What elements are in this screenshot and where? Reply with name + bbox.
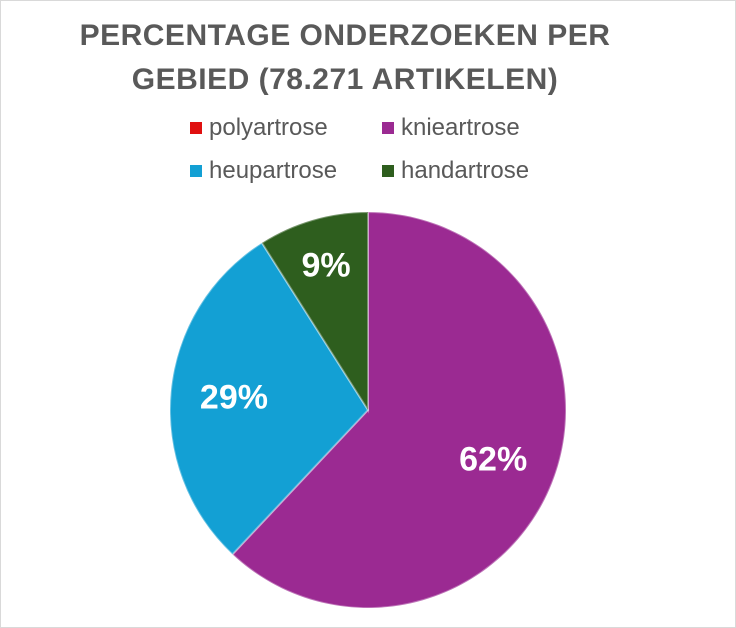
- chart-legend: polyartrose knieartrose: [0, 113, 736, 143]
- data-label-knieartrose: 62%: [459, 441, 527, 479]
- chart-title-line-2: GEBIED (78.271 ARTIKELEN): [131, 63, 559, 96]
- chart-legend-row-2: heupartrose handartrose: [0, 156, 736, 186]
- pie-labels: 62% 29% 9%: [200, 246, 527, 478]
- legend-swatch-polyartrose: [190, 122, 202, 134]
- legend-label-polyartrose: polyartrose: [209, 114, 328, 141]
- legend-swatch-knieartrose: [382, 122, 394, 134]
- pie-slice-handartrose: [260, 210, 369, 414]
- data-label-heupartrose: 29%: [200, 378, 268, 416]
- legend-label-heupartrose: heupartrose: [209, 157, 338, 184]
- legend-label-knieartrose: knieartrose: [401, 114, 520, 141]
- legend-label-handartrose: handartrose: [401, 157, 530, 184]
- legend-swatch-handartrose: [382, 165, 394, 177]
- data-label-handartrose: 9%: [301, 246, 350, 284]
- chart-title: PERCENTAGE ONDERZOEKEN PER GEBIED (78.27…: [40, 14, 650, 102]
- pie-slice-knieartrose: [231, 210, 567, 609]
- pie-slices: [169, 210, 567, 609]
- chart-title-line-1: PERCENTAGE ONDERZOEKEN PER: [79, 19, 611, 52]
- pie-slice-heupartrose: [169, 241, 370, 556]
- legend-swatch-heupartrose: [190, 165, 202, 177]
